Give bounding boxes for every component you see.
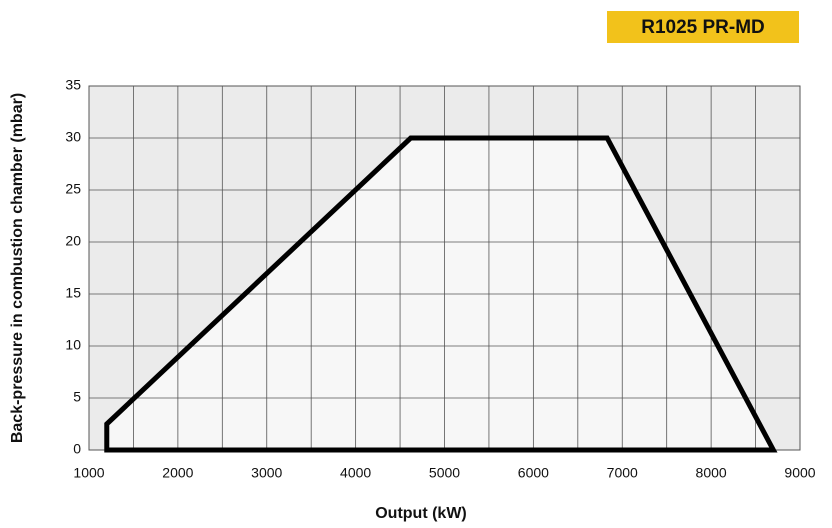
x-tick-label: 9000 (784, 465, 815, 481)
x-axis-label: Output (kW) (375, 505, 467, 522)
y-tick-label: 20 (65, 233, 81, 249)
x-tick-label: 8000 (696, 465, 727, 481)
y-tick-label: 15 (65, 285, 81, 301)
y-tick-label: 35 (65, 77, 81, 93)
working-field-outline (104, 135, 778, 453)
x-tick-label: 7000 (607, 465, 638, 481)
y-tick-label: 25 (65, 181, 81, 197)
y-tick-label: 10 (65, 337, 81, 353)
x-tick-label: 2000 (162, 465, 193, 481)
x-tick-label: 4000 (340, 465, 371, 481)
chart-title: R1025 PR-MD (641, 17, 765, 38)
x-tick-label: 1000 (73, 465, 104, 481)
x-tick-label: 5000 (429, 465, 460, 481)
x-tick-label: 3000 (251, 465, 282, 481)
title-box (607, 11, 799, 43)
x-tick-label: 6000 (518, 465, 549, 481)
y-tick-label: 30 (65, 129, 81, 145)
y-tick-label: 5 (73, 389, 81, 405)
y-axis-label: Back-pressure in combustion chamber (mba… (9, 93, 26, 443)
y-tick-label: 0 (73, 441, 81, 457)
